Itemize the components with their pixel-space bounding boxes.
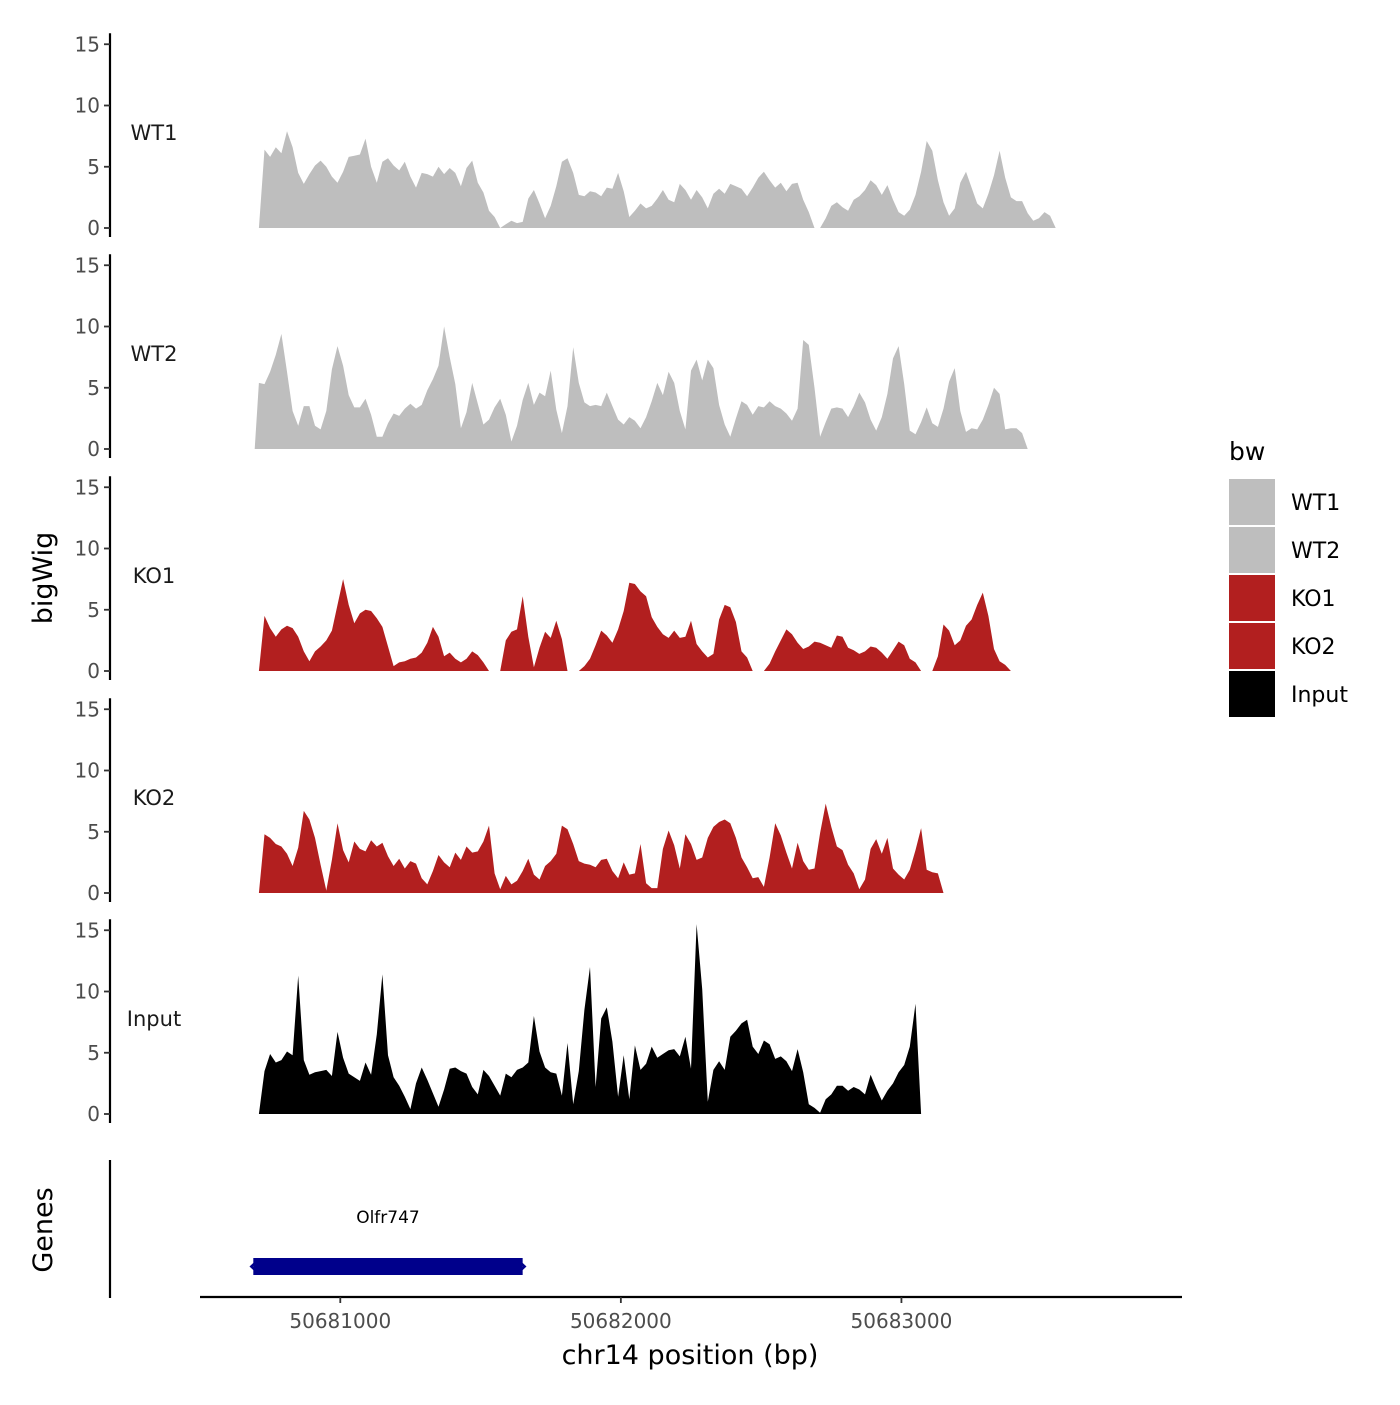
panel-wt1: 0 5 10 15 WT1: [75, 32, 1056, 240]
gene-olfr747: Olfr747: [249, 1208, 527, 1275]
signal-area-ko2: [258, 803, 944, 893]
y-axis-title: bigWig: [28, 532, 59, 625]
y-tick-label: 10: [75, 537, 100, 561]
legend-title: bw: [1229, 437, 1265, 466]
y-tick-label: 0: [87, 437, 100, 461]
panel-wt2: 0 5 10 15 WT2: [75, 253, 1028, 461]
y-tick-label: 10: [75, 759, 100, 783]
legend-item-ko1: KO1: [1229, 575, 1336, 621]
legend-label: KO2: [1291, 635, 1336, 660]
track-label: WT2: [131, 342, 178, 366]
y-tick-label: 15: [75, 697, 100, 721]
legend-swatch: [1229, 671, 1275, 717]
y-tick-label: 5: [87, 376, 100, 400]
gene-body: [253, 1258, 523, 1275]
track-label: WT1: [131, 121, 178, 145]
genes-track-title: Genes: [28, 1187, 59, 1272]
legend: bw WT1 WT2 KO1 KO2 Input: [1229, 437, 1348, 717]
signal-area-wt2: [254, 326, 1028, 449]
y-tick-label: 10: [75, 980, 100, 1004]
signal-area-ko1: [258, 579, 1045, 671]
genes-panel: Olfr747: [108, 1160, 527, 1298]
x-axis: 50681000 50682000 50683000: [200, 1295, 1182, 1333]
y-tick-label: 0: [87, 1102, 100, 1126]
x-tick-label: 50683000: [851, 1309, 953, 1333]
gene-left-arrow: [249, 1258, 261, 1275]
x-tick-label: 50681000: [289, 1309, 391, 1333]
y-tick-label: 15: [75, 918, 100, 942]
y-tick-label: 0: [87, 216, 100, 240]
signal-area-wt1: [258, 131, 1056, 228]
legend-item-wt1: WT1: [1229, 479, 1340, 525]
legend-label: KO1: [1291, 587, 1336, 612]
y-tick-label: 0: [87, 659, 100, 683]
track-label: KO2: [133, 786, 176, 810]
panel-ko1: 0 5 10 15 KO1: [75, 475, 1045, 683]
y-tick-label: 5: [87, 1041, 100, 1065]
x-tick-label: 50682000: [570, 1309, 672, 1333]
gene-label: Olfr747: [356, 1208, 420, 1228]
legend-swatch: [1229, 575, 1275, 621]
gene-right-arrow: [515, 1258, 527, 1275]
track-label: KO1: [133, 564, 176, 588]
y-tick-label: 0: [87, 881, 100, 905]
legend-item-input: Input: [1229, 671, 1348, 717]
x-axis-title: chr14 position (bp): [562, 1340, 819, 1371]
panel-input: 0 5 10 15 Input: [75, 918, 922, 1126]
y-tick-label: 10: [75, 94, 100, 118]
signal-area-input: [258, 924, 922, 1114]
legend-label: WT1: [1291, 491, 1340, 516]
y-tick-label: 15: [75, 253, 100, 277]
y-tick-label: 10: [75, 315, 100, 339]
legend-item-ko2: KO2: [1229, 623, 1336, 669]
y-tick-label: 15: [75, 32, 100, 56]
legend-label: WT2: [1291, 539, 1340, 564]
y-tick-label: 5: [87, 598, 100, 622]
legend-swatch: [1229, 527, 1275, 573]
track-label: Input: [127, 1007, 181, 1031]
legend-swatch: [1229, 623, 1275, 669]
legend-swatch: [1229, 479, 1275, 525]
y-tick-label: 5: [87, 155, 100, 179]
panel-ko2: 0 5 10 15 KO2: [75, 697, 944, 905]
y-tick-label: 5: [87, 820, 100, 844]
legend-item-wt2: WT2: [1229, 527, 1340, 573]
y-tick-label: 15: [75, 475, 100, 499]
legend-label: Input: [1291, 683, 1348, 708]
signal-panels: 0 5 10 15 WT1 0 5 10 15 WT2 0 5 10 15 KO1 0 5 10 15 KO2 0 5 10…: [75, 32, 1056, 1126]
